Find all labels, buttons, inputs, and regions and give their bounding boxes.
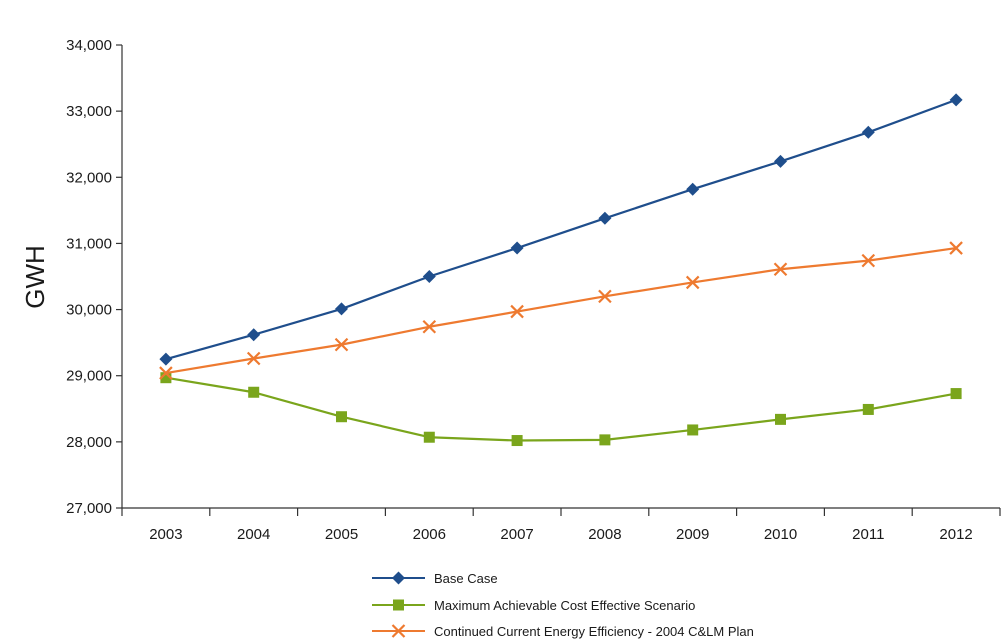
data-point: [247, 328, 261, 342]
series-line: [165, 98, 957, 361]
data-point: [510, 304, 524, 319]
x-tick-label: 2009: [676, 526, 709, 543]
data-point: [510, 241, 524, 255]
data-point: [775, 413, 786, 425]
data-point: [335, 302, 348, 316]
legend-item: Maximum Achievable Cost Effective Scenar…: [372, 598, 695, 613]
data-point: [336, 411, 347, 423]
data-point: [422, 319, 437, 334]
data-point: [949, 241, 963, 255]
legend-label: Continued Current Energy Efficiency - 20…: [434, 624, 754, 639]
x-tick-label: 2012: [939, 526, 972, 543]
x-tick-label: 2005: [325, 526, 358, 543]
series-3: [159, 241, 963, 380]
data-point: [248, 386, 260, 398]
legend-marker: [393, 599, 404, 611]
x-tick-label: 2011: [852, 526, 884, 543]
x-tick-label: 2010: [764, 526, 797, 543]
x-tick-label: 2007: [500, 526, 533, 543]
data-point: [687, 424, 699, 436]
data-point: [773, 262, 788, 277]
data-point: [861, 125, 875, 139]
legend-marker: [391, 624, 406, 638]
x-tick-label: 2008: [588, 526, 621, 543]
legend-label: Base Case: [434, 571, 498, 586]
data-point: [685, 275, 700, 290]
data-point: [599, 434, 611, 446]
legend-label: Maximum Achievable Cost Effective Scenar…: [434, 598, 695, 613]
data-point: [598, 211, 612, 225]
y-tick-label: 29,000: [66, 368, 112, 385]
legend: Base Case Maximum Achievable Cost Effecti…: [372, 571, 754, 639]
data-point: [686, 182, 700, 196]
data-point: [950, 388, 962, 400]
series-layer: [159, 93, 963, 447]
y-tick-label: 32,000: [66, 169, 112, 186]
y-tick-label: 30,000: [66, 302, 112, 319]
data-point: [423, 431, 435, 443]
data-point: [334, 337, 349, 352]
data-point: [862, 403, 874, 415]
legend-item: Continued Current Energy Efficiency - 20…: [372, 624, 754, 639]
data-point: [861, 253, 876, 268]
series-1: [159, 93, 963, 366]
series-2: [160, 372, 962, 447]
x-tick-label: 2003: [149, 526, 182, 543]
data-point: [774, 154, 787, 168]
data-point: [598, 289, 612, 304]
y-tick-label: 34,000: [66, 37, 112, 54]
y-tick-label: 31,000: [66, 235, 112, 252]
legend-item: Base Case: [372, 571, 498, 586]
y-tick-label: 33,000: [66, 103, 112, 120]
data-point: [246, 351, 261, 366]
data-point: [159, 366, 173, 380]
x-tick-label: 2006: [413, 526, 446, 543]
data-point: [511, 435, 523, 447]
data-point: [159, 352, 173, 366]
x-tick-label: 2004: [237, 526, 270, 543]
y-tick-label: 27,000: [66, 500, 112, 517]
y-tick-label: 28,000: [66, 434, 112, 451]
axes: 27,000 28,000 29,000 30,000 31,000 32,000 33,0…: [66, 37, 1001, 543]
data-point: [422, 270, 436, 283]
y-axis-label: GWH: [20, 245, 50, 309]
series-line: [165, 246, 957, 375]
legend-marker: [392, 571, 405, 585]
series-line: [165, 376, 957, 442]
data-point: [160, 372, 172, 384]
data-point: [949, 93, 963, 107]
